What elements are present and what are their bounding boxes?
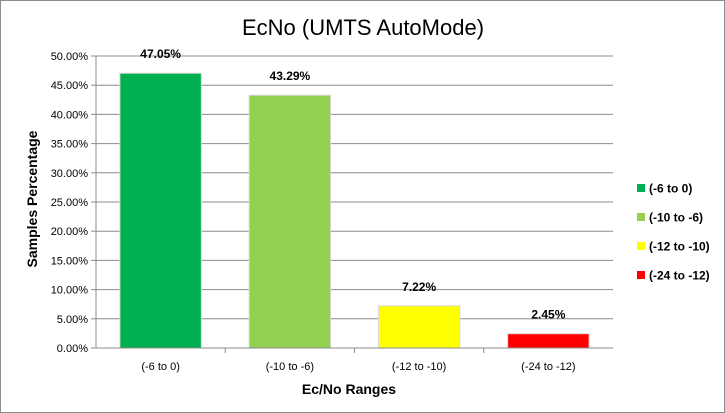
y-tick-label: 45.00% — [51, 80, 89, 92]
y-tick-label: 30.00% — [51, 168, 89, 180]
legend-label: (-6 to 0) — [649, 182, 692, 196]
axes: 0.00% 5.00% 10.00% 15.00% 20.00% 25.00% 30.00%… — [51, 51, 613, 373]
data-label: 43.29% — [270, 69, 311, 83]
x-tick-label: (-10 to -6) — [266, 361, 314, 373]
y-axis-title: Samples Percentage — [24, 130, 40, 267]
x-tick-label: (-6 to 0) — [141, 361, 180, 373]
y-tick-label: 35.00% — [51, 139, 89, 151]
y-tick-label: 20.00% — [51, 226, 89, 238]
y-tick-label: 25.00% — [51, 197, 89, 209]
x-tick-label: (-24 to -12) — [521, 361, 575, 373]
bar — [119, 72, 202, 349]
y-tick-label: 5.00% — [57, 314, 88, 326]
y-tick-label: 0.00% — [57, 343, 88, 355]
data-label: 47.05% — [140, 47, 181, 61]
data-label: 7.22% — [402, 280, 436, 294]
data-label: 2.45% — [531, 308, 565, 322]
legend-label: (-24 to -12) — [649, 269, 710, 283]
x-axis-title: Ec/No Ranges — [302, 381, 396, 397]
legend-swatch — [637, 242, 645, 250]
y-tick-label: 10.00% — [51, 285, 89, 297]
y-tick-label: 40.00% — [51, 109, 89, 121]
legend: (-6 to 0) (-10 to -6) (-12 to -10) (-24 to … — [637, 182, 710, 283]
bar — [248, 94, 332, 349]
legend-swatch — [637, 213, 645, 221]
legend-swatch — [637, 271, 645, 279]
bar — [377, 305, 461, 349]
legend-label: (-10 to -6) — [649, 211, 703, 225]
x-tick-label: (-12 to -10) — [392, 361, 446, 373]
chart-title: EcNo (UMTS AutoMode) — [242, 15, 484, 40]
bar — [507, 333, 590, 349]
legend-swatch — [637, 184, 645, 192]
y-tick-label: 50.00% — [51, 51, 89, 63]
legend-label: (-12 to -10) — [649, 240, 710, 254]
y-tick-label: 15.00% — [51, 255, 89, 267]
bars: 47.05% 43.29% 7.22% 2.45% — [119, 47, 590, 349]
